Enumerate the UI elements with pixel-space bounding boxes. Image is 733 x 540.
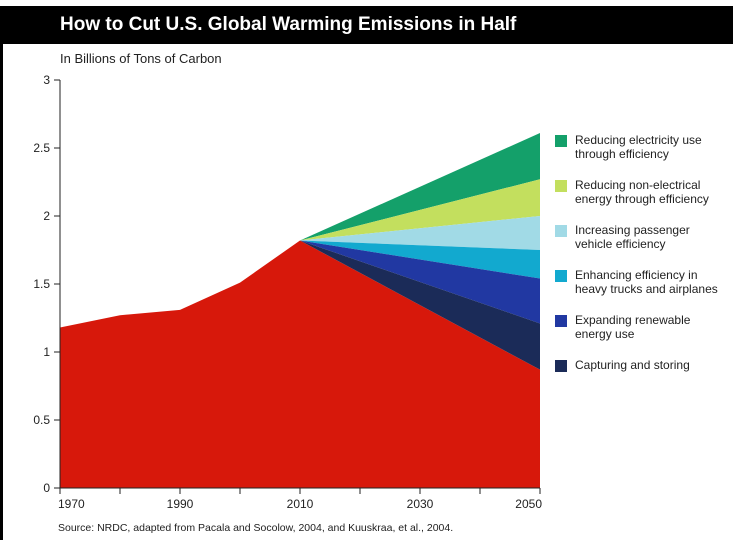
frame-border [0, 6, 3, 540]
legend-swatch [555, 315, 567, 327]
legend-label: Enhancing efficiency in heavy trucks and… [575, 268, 718, 296]
wedge-5 [300, 240, 540, 370]
legend-item: Expanding renewable energy use [555, 313, 733, 359]
legend-swatch [555, 180, 567, 192]
legend-swatch [555, 225, 567, 237]
x-tick-label: 2030 [407, 497, 434, 511]
x-tick-label: 1990 [167, 497, 194, 511]
y-tick-label: 1 [43, 345, 50, 359]
chart-legend: Reducing electricity use through efficie… [555, 133, 733, 404]
y-tick-label: 0 [43, 481, 50, 495]
legend-label: Increasing passenger vehicle efficiency [575, 223, 690, 251]
legend-label: Reducing non-electrical energy through e… [575, 178, 709, 206]
emissions-area [60, 240, 540, 488]
legend-swatch [555, 135, 567, 147]
legend-item: Capturing and storing [555, 358, 733, 404]
x-tick-label: 1970 [58, 497, 85, 511]
legend-label: Reducing electricity use through efficie… [575, 133, 702, 161]
chart-title: How to Cut U.S. Global Warming Emissions… [0, 6, 733, 44]
chart-areas [60, 133, 540, 488]
chart-subtitle: In Billions of Tons of Carbon [60, 51, 222, 66]
chart-axes: 0 0.5 1 1.5 2 2.5 3 1970 1990 2010 2030 2050 [33, 73, 542, 511]
wedge-1 [300, 179, 540, 241]
wedge-0 [300, 133, 540, 241]
legend-swatch [555, 360, 567, 372]
legend-item: Reducing electricity use through efficie… [555, 133, 733, 179]
y-tick-label: 0.5 [33, 413, 50, 427]
legend-item: Reducing non-electrical energy through e… [555, 178, 733, 224]
legend-item: Enhancing efficiency in heavy trucks and… [555, 268, 733, 314]
wedge-3 [300, 240, 540, 279]
legend-swatch [555, 270, 567, 282]
x-tick-label: 2050 [515, 497, 542, 511]
wedge-2 [300, 216, 540, 250]
source-note: Source: NRDC, adapted from Pacala and So… [58, 522, 454, 534]
legend-label: Capturing and storing [575, 358, 690, 372]
y-tick-label: 3 [43, 73, 50, 87]
y-tick-label: 2 [43, 209, 50, 223]
legend-item: Increasing passenger vehicle efficiency [555, 223, 733, 269]
y-tick-label: 2.5 [33, 141, 50, 155]
x-tick-label: 2010 [287, 497, 314, 511]
legend-label: Expanding renewable energy use [575, 313, 691, 341]
y-tick-label: 1.5 [33, 277, 50, 291]
